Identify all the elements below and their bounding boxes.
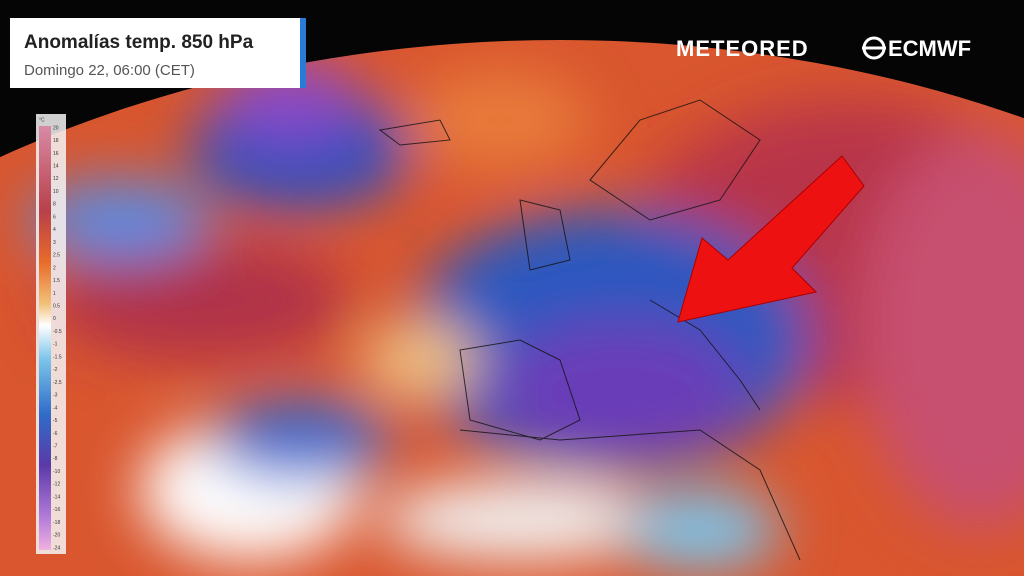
legend-label: 12: [53, 176, 59, 182]
ecmwf-logo: ECMWF: [888, 36, 971, 61]
legend-label: -1.5: [53, 354, 62, 360]
legend-label: -10: [53, 469, 60, 475]
ecmwf-icon: [862, 36, 886, 60]
legend-label: -4: [53, 405, 58, 411]
legend-label: -12: [53, 482, 60, 488]
legend-label: 8: [53, 202, 56, 208]
legend-label: -0.5: [53, 329, 62, 335]
legend-colorbar: [39, 126, 51, 550]
pointer-arrow: [677, 155, 865, 323]
legend-label: 16: [53, 151, 59, 157]
legend-label: -2.5: [53, 380, 62, 386]
title-box: Anomalías temp. 850 hPa Domingo 22, 06:0…: [10, 18, 306, 88]
title-panel: [10, 18, 306, 88]
legend-label: 10: [53, 189, 59, 195]
meteored-logo: METEORED: [676, 36, 809, 61]
legend-label: 6: [53, 214, 56, 220]
legend-label: -14: [53, 494, 60, 500]
legend-label: 0.5: [53, 304, 60, 310]
legend-label: 18: [53, 138, 59, 144]
legend-label: -20: [53, 533, 60, 539]
coastlines: [378, 99, 801, 561]
legend-label: -5: [53, 418, 58, 424]
legend-label: -6: [53, 431, 58, 437]
legend-unit: °C: [39, 117, 45, 123]
legend-label: -2: [53, 367, 58, 373]
legend-label: 14: [53, 164, 59, 170]
legend-label: 2.5: [53, 253, 60, 259]
legend-label: 20: [53, 125, 59, 131]
legend-label: -7: [53, 444, 58, 450]
legend-label: -8: [53, 456, 58, 462]
legend-label: 1: [53, 291, 56, 297]
title: Anomalías temp. 850 hPa: [24, 32, 254, 53]
legend-label: -1: [53, 342, 58, 348]
legend-label: -3: [53, 393, 58, 399]
title-accent: [300, 18, 306, 88]
legend-label: 1.5: [53, 278, 60, 284]
legend-label: 2: [53, 265, 56, 271]
legend-label: -18: [53, 520, 60, 526]
legend-label: 3: [53, 240, 56, 246]
legend-label: 4: [53, 227, 56, 233]
legend: °C 20 18 16 14 12 10 8 6 4 3 2.5 2 1.5 1 0.5 0 -0.5 -1 -1.…: [36, 114, 66, 554]
subtitle: Domingo 22, 06:00 (CET): [24, 62, 195, 79]
legend-label: -16: [53, 507, 60, 513]
legend-label: -24: [53, 545, 60, 551]
legend-label: 0: [53, 316, 56, 322]
